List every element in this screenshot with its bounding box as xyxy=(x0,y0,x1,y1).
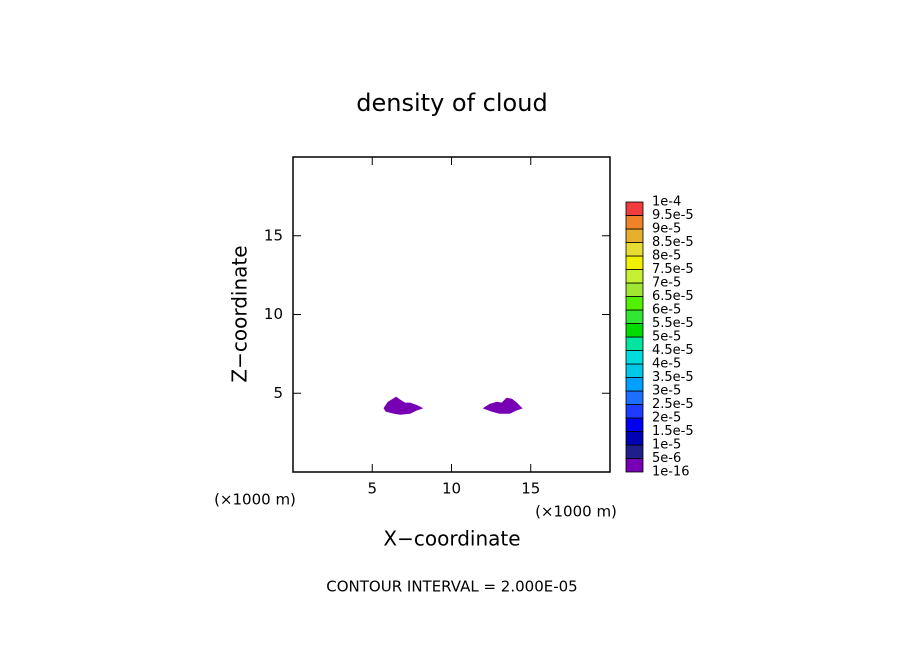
x-tick-label: 5 xyxy=(367,480,377,498)
x-tick-label: 15 xyxy=(521,480,540,498)
colorbar-label: 1e-4 xyxy=(652,195,681,210)
colorbar-box xyxy=(625,282,644,297)
colorbar-box xyxy=(625,377,644,392)
colorbar-label: 6e-5 xyxy=(652,303,681,318)
y-tick-label: 10 xyxy=(264,305,283,323)
colorbar-box xyxy=(625,309,644,324)
chart-title: density of cloud xyxy=(356,89,547,117)
colorbar-box xyxy=(625,363,644,378)
colorbar-box xyxy=(625,269,644,284)
x-axis-label: X−coordinate xyxy=(383,527,520,551)
colorbar-box xyxy=(625,296,644,311)
colorbar-label: 5e-5 xyxy=(652,330,681,345)
colorbar-box xyxy=(625,404,644,419)
colorbar-label: 4.5e-5 xyxy=(652,343,694,358)
contour-region xyxy=(482,397,523,414)
plot-frame xyxy=(292,156,611,473)
annotation: CONTOUR INTERVAL = 2.000E-05 xyxy=(326,578,577,596)
colorbar-label: 1.5e-5 xyxy=(652,424,694,439)
colorbar-label: 3e-5 xyxy=(652,384,681,399)
colorbar-label: 2.5e-5 xyxy=(652,397,694,412)
colorbar-box xyxy=(625,336,644,351)
colorbar-label: 4e-5 xyxy=(652,357,681,372)
colorbar-box xyxy=(625,242,644,257)
colorbar-label: 6.5e-5 xyxy=(652,289,694,304)
colorbar-label: 8.5e-5 xyxy=(652,235,694,250)
y-axis-label: Z−coordinate xyxy=(228,245,252,382)
colorbar-box xyxy=(625,458,644,473)
colorbar-box xyxy=(625,431,644,446)
colorbar-box xyxy=(625,255,644,270)
colorbar-label: 9e-5 xyxy=(652,222,681,237)
colorbar-label: 5e-6 xyxy=(652,451,681,466)
colorbar-box xyxy=(625,350,644,365)
colorbar-label: 1e-5 xyxy=(652,438,681,453)
x-unit-label: (×1000 m) xyxy=(535,503,617,521)
colorbar-box xyxy=(625,215,644,230)
colorbar-box xyxy=(625,323,644,338)
colorbar-label: 2e-5 xyxy=(652,411,681,426)
x-tick-label: 10 xyxy=(442,480,461,498)
colorbar-box xyxy=(625,444,644,459)
colorbar-label: 1e-16 xyxy=(652,465,690,480)
y-tick-label: 5 xyxy=(273,384,283,402)
colorbar-box xyxy=(625,390,644,405)
colorbar-label: 7e-5 xyxy=(652,276,681,291)
colorbar-box xyxy=(625,201,644,216)
colorbar-label: 7.5e-5 xyxy=(652,262,694,277)
y-tick-label: 15 xyxy=(264,226,283,244)
colorbar-label: 8e-5 xyxy=(652,249,681,264)
contour-region xyxy=(383,396,424,415)
colorbar-box xyxy=(625,417,644,432)
y-unit-label: (×1000 m) xyxy=(214,491,296,509)
colorbar-label: 3.5e-5 xyxy=(652,370,694,385)
colorbar-label: 9.5e-5 xyxy=(652,208,694,223)
colorbar-box xyxy=(625,228,644,243)
colorbar-label: 5.5e-5 xyxy=(652,316,694,331)
